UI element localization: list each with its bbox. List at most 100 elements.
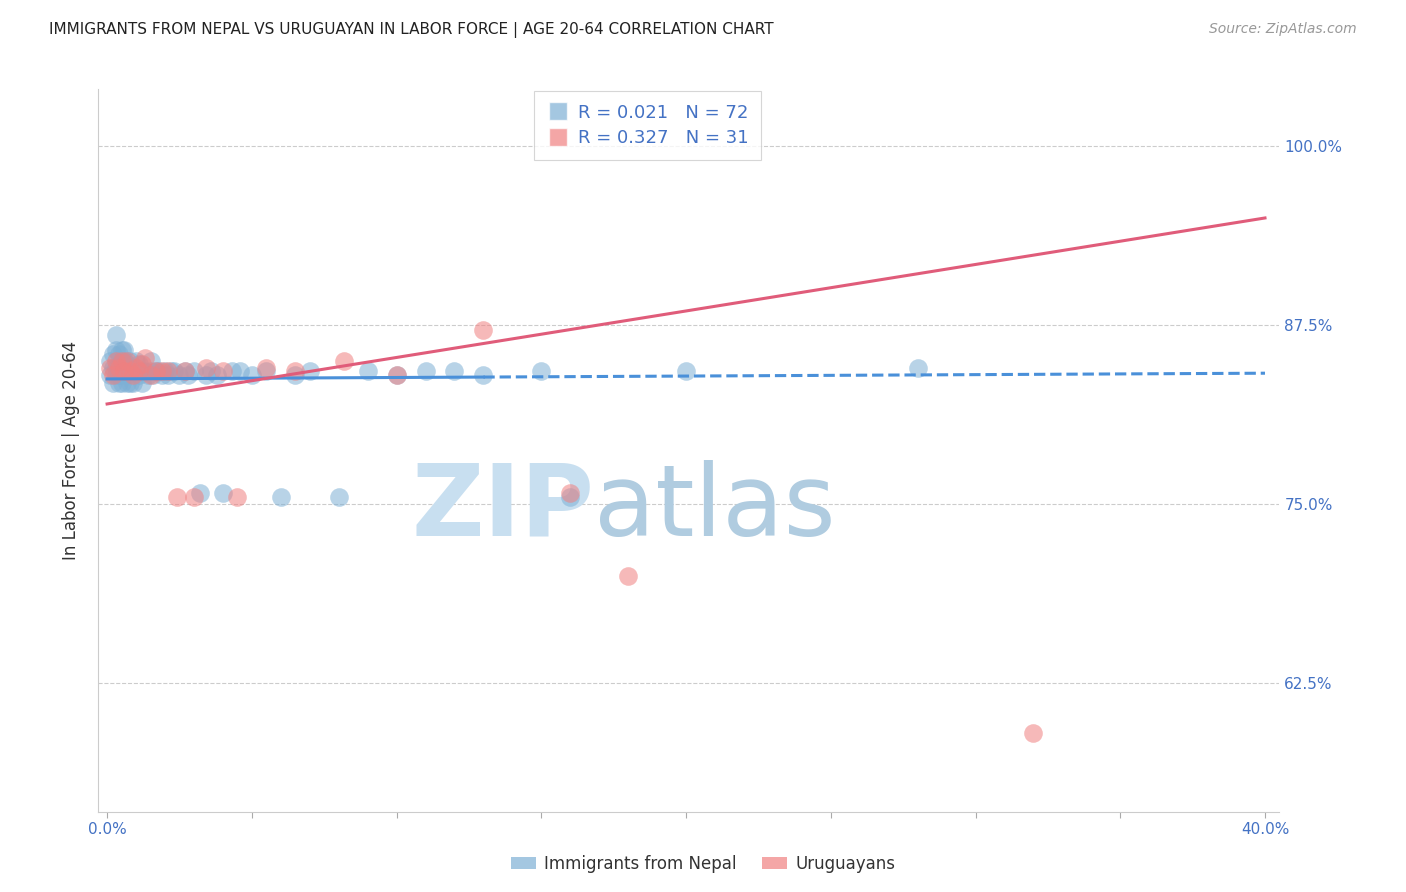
Point bbox=[114, 364, 136, 378]
Point bbox=[150, 368, 173, 383]
Point bbox=[284, 364, 307, 378]
Point bbox=[166, 490, 188, 504]
Point bbox=[110, 368, 132, 383]
Point bbox=[212, 485, 235, 500]
Point bbox=[472, 322, 495, 336]
Point bbox=[333, 354, 356, 368]
Point bbox=[98, 354, 121, 368]
Point bbox=[117, 357, 139, 371]
Point bbox=[194, 368, 217, 383]
Point bbox=[205, 368, 228, 383]
Point bbox=[117, 376, 139, 390]
Point bbox=[120, 376, 142, 390]
Point bbox=[107, 361, 129, 376]
Point bbox=[156, 364, 179, 378]
Point bbox=[200, 364, 222, 378]
Point bbox=[131, 364, 153, 378]
Point bbox=[107, 357, 129, 371]
Point bbox=[125, 354, 148, 368]
Text: IMMIGRANTS FROM NEPAL VS URUGUAYAN IN LABOR FORCE | AGE 20-64 CORRELATION CHART: IMMIGRANTS FROM NEPAL VS URUGUAYAN IN LA… bbox=[49, 22, 773, 38]
Point bbox=[415, 364, 437, 378]
Point bbox=[98, 361, 121, 376]
Point bbox=[131, 357, 153, 371]
Point bbox=[177, 368, 200, 383]
Point bbox=[101, 347, 124, 361]
Point bbox=[298, 364, 321, 378]
Legend: R = 0.021   N = 72, R = 0.327   N = 31: R = 0.021 N = 72, R = 0.327 N = 31 bbox=[534, 91, 761, 160]
Point bbox=[101, 368, 124, 383]
Point bbox=[122, 368, 145, 383]
Point bbox=[145, 364, 167, 378]
Point bbox=[617, 568, 640, 582]
Point bbox=[159, 364, 181, 378]
Point bbox=[131, 376, 153, 390]
Point bbox=[148, 364, 170, 378]
Point bbox=[114, 343, 136, 357]
Point bbox=[385, 368, 408, 383]
Point bbox=[194, 361, 217, 376]
Point bbox=[145, 364, 167, 378]
Point bbox=[142, 368, 165, 383]
Point bbox=[1022, 726, 1045, 740]
Point bbox=[153, 364, 176, 378]
Point bbox=[107, 376, 129, 390]
Point bbox=[104, 343, 127, 357]
Point bbox=[328, 490, 350, 504]
Point bbox=[183, 490, 205, 504]
Point bbox=[356, 364, 378, 378]
Point bbox=[104, 328, 127, 343]
Point bbox=[114, 364, 136, 378]
Point bbox=[128, 368, 150, 383]
Point bbox=[443, 364, 465, 378]
Point bbox=[254, 364, 277, 378]
Point bbox=[125, 361, 148, 376]
Point bbox=[174, 364, 197, 378]
Point bbox=[128, 364, 150, 378]
Point bbox=[122, 364, 145, 378]
Y-axis label: In Labor Force | Age 20-64: In Labor Force | Age 20-64 bbox=[62, 341, 80, 560]
Point bbox=[101, 361, 124, 376]
Point bbox=[530, 364, 553, 378]
Point bbox=[229, 364, 252, 378]
Point bbox=[104, 361, 127, 376]
Point bbox=[472, 368, 495, 383]
Point bbox=[385, 368, 408, 383]
Point bbox=[128, 357, 150, 371]
Point bbox=[254, 361, 277, 376]
Point bbox=[120, 354, 142, 368]
Point bbox=[104, 368, 127, 383]
Point bbox=[110, 376, 132, 390]
Text: Source: ZipAtlas.com: Source: ZipAtlas.com bbox=[1209, 22, 1357, 37]
Point bbox=[226, 490, 249, 504]
Point bbox=[125, 364, 148, 378]
Point bbox=[174, 364, 197, 378]
Point bbox=[110, 354, 132, 368]
Point bbox=[907, 361, 929, 376]
Text: atlas: atlas bbox=[595, 459, 837, 557]
Point bbox=[156, 368, 179, 383]
Point bbox=[117, 354, 139, 368]
Point bbox=[120, 364, 142, 378]
Point bbox=[240, 368, 263, 383]
Point bbox=[107, 368, 129, 383]
Point bbox=[139, 368, 162, 383]
Point bbox=[560, 490, 582, 504]
Point bbox=[104, 354, 127, 368]
Point bbox=[134, 364, 156, 378]
Point bbox=[163, 364, 186, 378]
Point bbox=[136, 368, 159, 383]
Point bbox=[110, 343, 132, 357]
Point bbox=[560, 485, 582, 500]
Text: ZIP: ZIP bbox=[412, 459, 595, 557]
Point bbox=[134, 351, 156, 366]
Point bbox=[212, 364, 235, 378]
Point bbox=[169, 368, 191, 383]
Point bbox=[150, 364, 173, 378]
Point bbox=[284, 368, 307, 383]
Point bbox=[120, 364, 142, 378]
Point bbox=[98, 368, 121, 383]
Point bbox=[110, 357, 132, 371]
Legend: Immigrants from Nepal, Uruguayans: Immigrants from Nepal, Uruguayans bbox=[505, 848, 901, 880]
Point bbox=[270, 490, 292, 504]
Point bbox=[114, 354, 136, 368]
